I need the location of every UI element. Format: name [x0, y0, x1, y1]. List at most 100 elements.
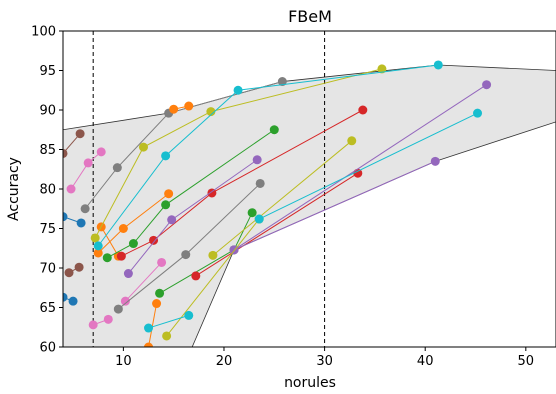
- data-point-25-0: [169, 104, 179, 114]
- data-point-24-0: [254, 214, 264, 224]
- series-line-24: [258, 112, 478, 220]
- data-point-19-1: [138, 142, 148, 152]
- data-point-7-1: [149, 235, 159, 245]
- data-point-11-1: [430, 156, 440, 166]
- series-layer: [63, 60, 492, 347]
- series-line-22: [97, 64, 439, 247]
- x-tick-label-2: 30: [316, 354, 333, 369]
- data-point-17-1: [112, 163, 122, 173]
- y-tick-label-7: 95: [39, 64, 56, 79]
- y-tick-label-1: 65: [39, 301, 56, 316]
- y-axis-ticks: 60 65 70 75 80 85 90 95 100: [31, 25, 63, 356]
- data-point-7-2: [207, 188, 217, 198]
- series-line-21: [166, 218, 260, 337]
- data-point-0-1: [76, 218, 86, 228]
- data-point-6-0: [155, 288, 165, 298]
- series-19: [90, 64, 387, 243]
- data-point-5-0: [102, 253, 112, 263]
- data-point-20-1: [347, 136, 357, 146]
- x-axis-label: norules: [284, 375, 336, 391]
- series-line-11: [233, 160, 436, 251]
- series-12: [63, 129, 85, 158]
- data-point-16-1: [157, 257, 167, 267]
- series-4: [144, 299, 162, 347]
- data-point-23-0: [144, 323, 154, 333]
- y-tick-label-8: 100: [31, 25, 56, 40]
- data-point-14-0: [66, 184, 76, 194]
- data-point-12-1: [75, 129, 85, 139]
- y-tick-label-6: 90: [39, 104, 56, 119]
- series-line-20: [212, 140, 353, 256]
- series-line-7: [121, 109, 364, 257]
- data-point-24-1: [473, 108, 483, 118]
- data-point-1-1: [68, 296, 78, 306]
- data-point-14-1: [83, 158, 93, 168]
- data-point-15-0: [88, 320, 98, 330]
- series-22: [93, 60, 443, 251]
- x-axis-ticks: 10 20 30 40 50: [115, 347, 534, 369]
- envelope-area: [63, 64, 556, 347]
- data-point-23-1: [184, 310, 194, 320]
- series-5: [102, 125, 279, 263]
- data-point-19-3: [377, 64, 387, 74]
- data-point-22-0: [93, 241, 103, 251]
- data-point-20-0: [208, 250, 218, 260]
- data-point-9-2: [252, 155, 262, 165]
- series-25: [169, 101, 194, 114]
- series-23: [144, 310, 194, 333]
- data-point-0-0: [63, 212, 68, 222]
- data-point-9-0: [123, 269, 133, 279]
- data-point-18-0: [113, 304, 123, 314]
- data-point-6-2: [247, 208, 257, 218]
- series-0: [63, 212, 86, 228]
- data-point-14-2: [96, 147, 106, 157]
- data-point-13-0: [64, 268, 74, 278]
- series-1: [63, 292, 78, 306]
- data-point-22-3: [433, 60, 443, 70]
- data-point-15-1: [103, 314, 113, 324]
- data-point-25-1: [184, 101, 194, 111]
- data-point-22-1: [161, 151, 171, 161]
- series-13: [64, 262, 84, 278]
- series-18: [113, 178, 265, 314]
- series-15: [88, 314, 113, 330]
- data-point-7-3: [358, 105, 368, 115]
- x-tick-label-1: 20: [216, 354, 233, 369]
- data-point-21-0: [162, 331, 172, 341]
- series-line-5: [107, 129, 275, 259]
- series-line-19: [94, 68, 383, 239]
- data-point-13-1: [74, 262, 84, 272]
- data-point-2-1: [118, 224, 128, 233]
- series-7: [116, 105, 368, 261]
- series-line-23: [148, 314, 189, 329]
- series-line-8: [195, 172, 359, 277]
- data-point-8-0: [191, 271, 201, 281]
- series-16: [120, 257, 167, 306]
- x-tick-label-4: 50: [518, 354, 535, 369]
- data-point-22-2: [233, 85, 243, 95]
- x-tick-label-0: 10: [115, 354, 132, 369]
- series-20: [208, 136, 357, 260]
- data-point-7-0: [116, 251, 126, 261]
- y-axis-label: Accuracy: [6, 157, 22, 221]
- data-point-19-0: [90, 233, 100, 243]
- data-point-5-3: [269, 125, 279, 135]
- series-11: [229, 156, 440, 255]
- series-9: [123, 155, 262, 279]
- data-point-16-0: [120, 296, 130, 306]
- series-2: [93, 189, 174, 258]
- series-line-10: [233, 84, 487, 251]
- data-point-19-2: [206, 107, 216, 117]
- y-tick-label-5: 85: [39, 143, 56, 158]
- x-tick-label-3: 40: [417, 354, 434, 369]
- series-line-3: [100, 226, 119, 257]
- data-point-10-1: [482, 80, 492, 90]
- data-point-4-0: [152, 299, 162, 309]
- data-point-12-0: [63, 148, 68, 158]
- envelope-layer: [63, 64, 556, 347]
- series-line-17: [84, 81, 283, 210]
- series-14: [66, 147, 106, 194]
- data-point-17-0: [80, 204, 90, 214]
- data-point-2-2: [164, 189, 174, 199]
